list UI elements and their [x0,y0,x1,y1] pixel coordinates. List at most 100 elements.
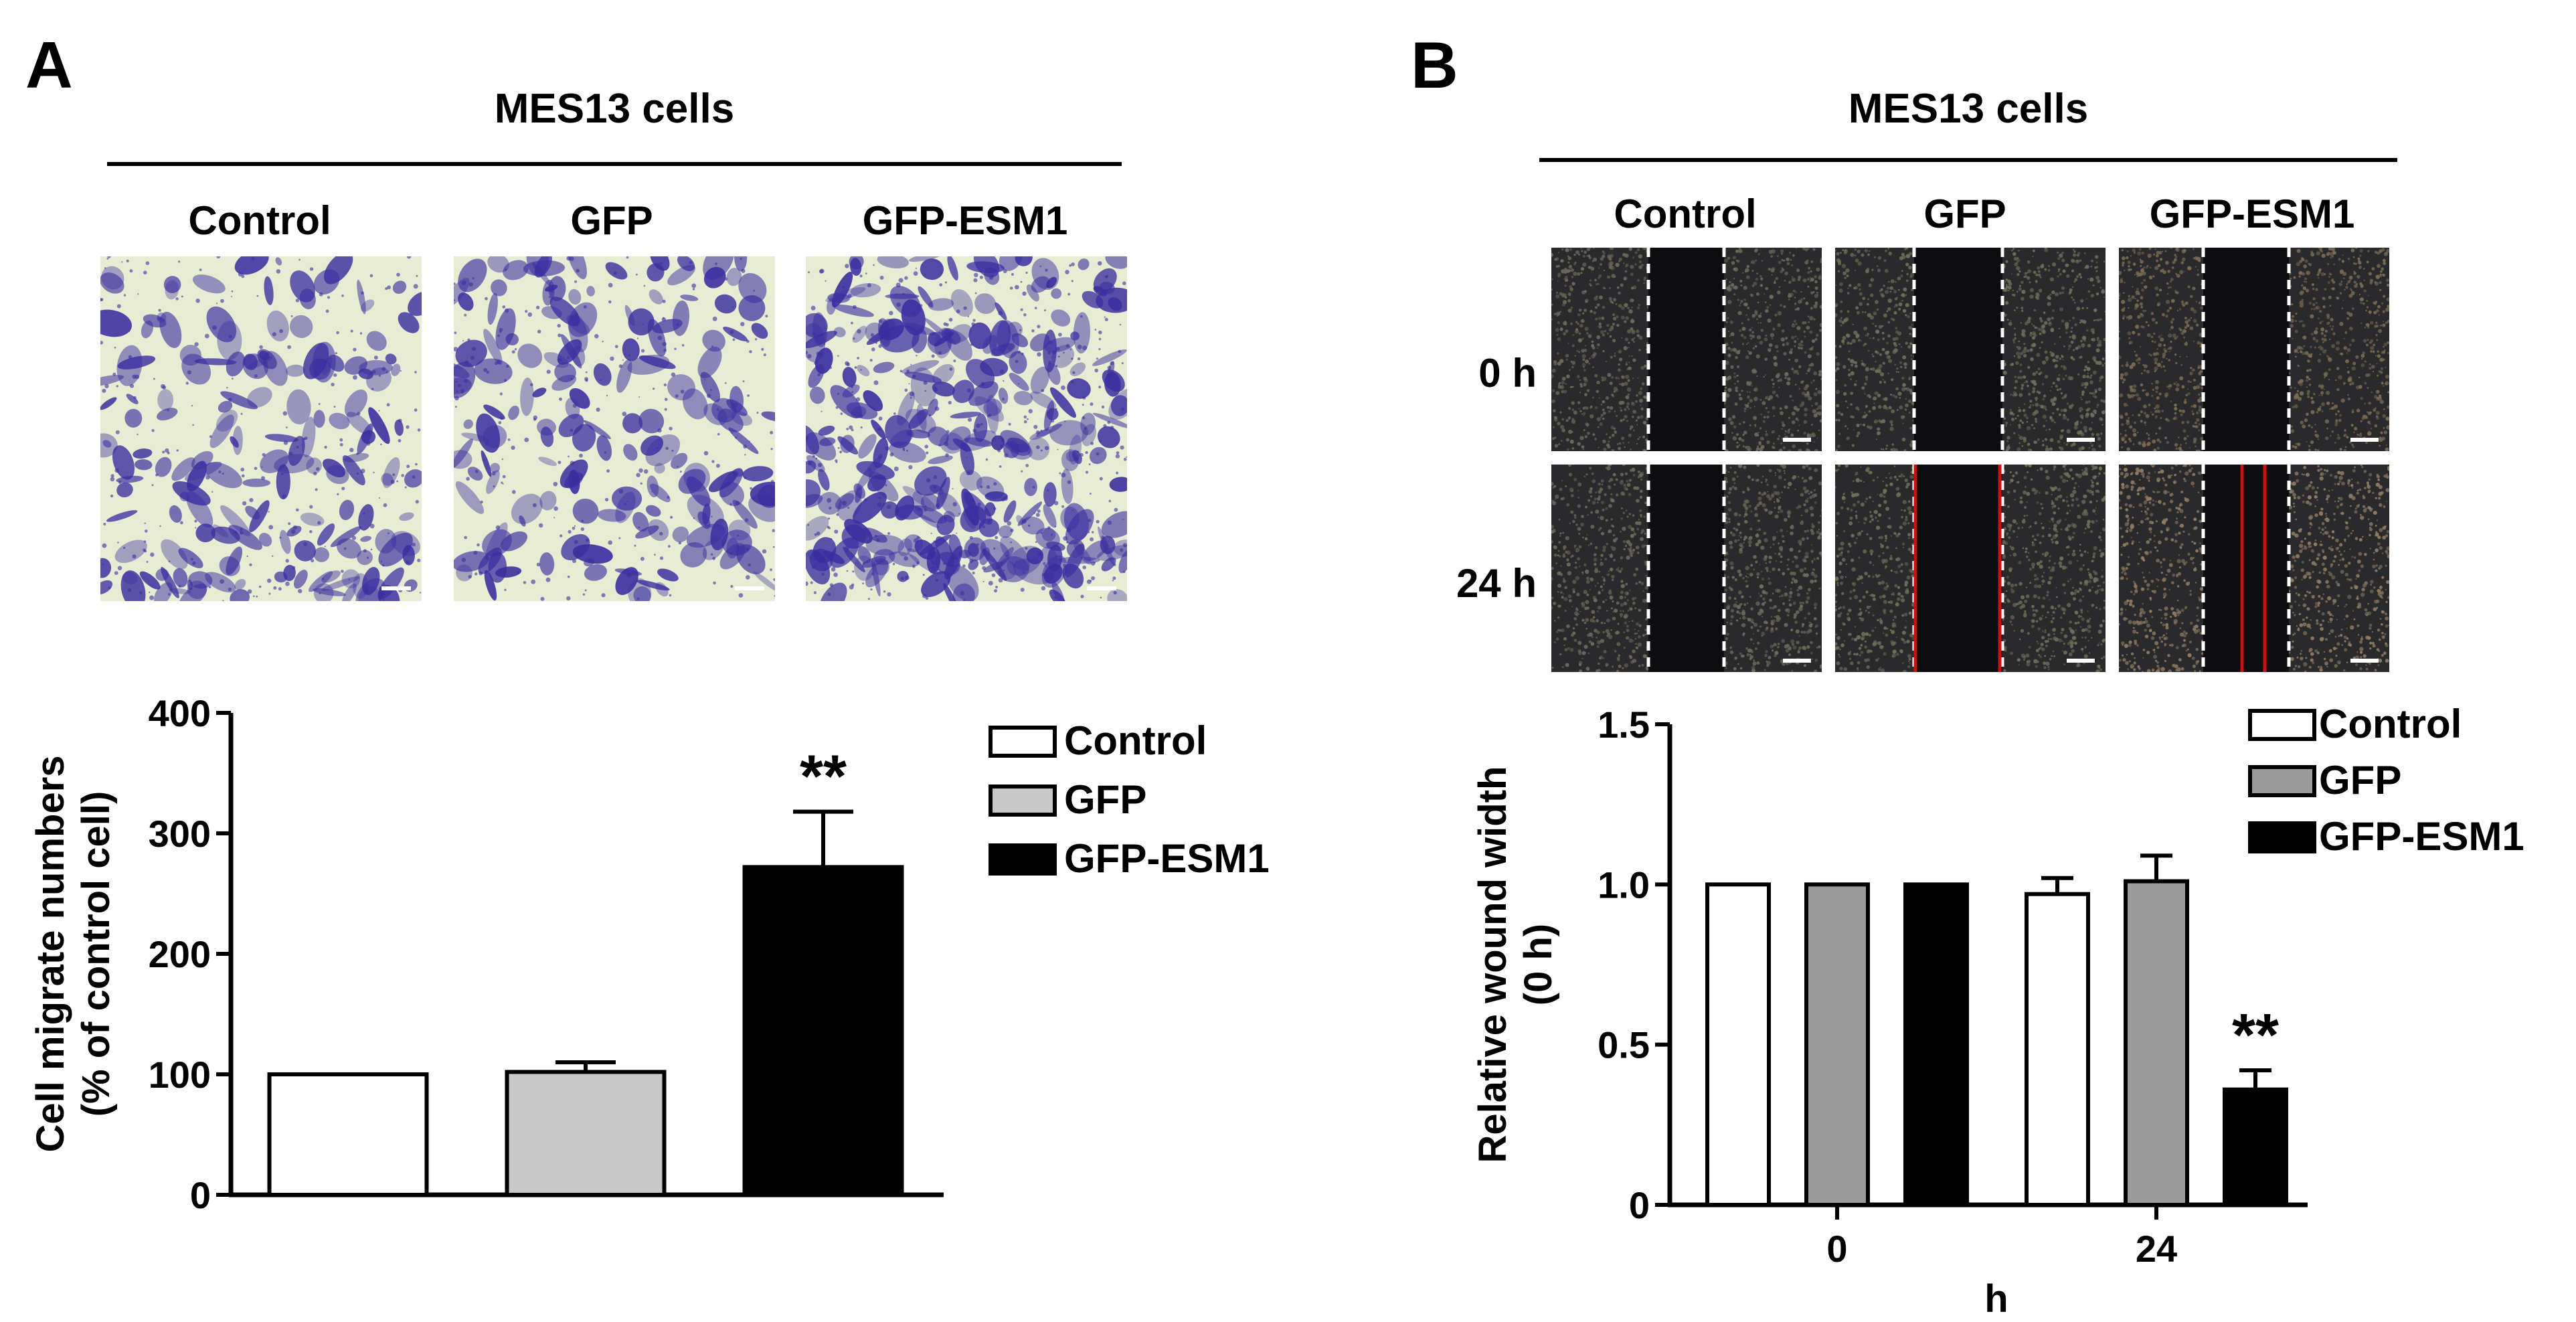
stained-cell-cluster [1035,424,1062,438]
cell-dot [2125,363,2129,367]
cell-dot [2356,408,2360,413]
cell-dot [2152,413,2154,416]
cell-dot [1601,501,1604,505]
cell-dot [1626,479,1628,483]
cell-dot [2299,260,2302,264]
cell-dot [1781,421,1784,424]
stained-cell [836,513,839,516]
stained-cell [525,310,528,313]
cell-dot [2310,250,2314,254]
cell-dot [1558,252,1560,254]
cell-dot [2306,412,2309,416]
cell-dot [1737,522,1741,526]
stained-cell [933,540,936,544]
cell-dot [1851,444,1855,447]
cell-dot [1887,248,1890,250]
cell-dot [1557,422,1561,426]
cell-dot [2174,290,2177,293]
cell-dot [2303,335,2306,338]
cell-dot [1565,329,1569,333]
stained-cell [192,561,196,565]
cell-dot [1836,390,1840,394]
cell-dot [2084,429,2087,432]
stained-cell [531,579,536,584]
stained-cell [945,453,949,457]
cell-dot [2351,339,2355,343]
cell-dot [2039,332,2042,335]
cell-dot [2035,396,2039,400]
stained-cell [527,312,533,317]
stained-cell-cluster [844,519,873,544]
cell-dot [2021,280,2024,284]
cell-dot [2059,413,2061,416]
cell-dot [2335,413,2338,416]
cell-dot [2301,284,2304,287]
cell-dot [2136,299,2139,302]
stained-cell [205,475,210,480]
cell-dot [1613,390,1616,393]
cell-dot [1565,278,1569,282]
cell-dot [1637,278,1640,282]
cell-dot [1861,416,1865,419]
stained-cell-cluster [133,448,153,459]
stained-cell [208,586,211,588]
cell-dot [1638,635,1641,639]
cell-dot [2294,404,2298,408]
cell-dot [1634,400,1638,403]
cell-dot [2326,355,2329,358]
stained-cell [414,371,417,374]
cell-dot [1581,349,1585,353]
cell-dot [1808,363,1812,367]
cell-dot [2381,302,2384,305]
stained-cell [662,341,667,347]
stained-cell [517,571,520,574]
cell-dot [1754,345,1757,348]
stained-cell-cluster [1003,500,1017,523]
cell-dot [2199,397,2202,399]
cell-dot [1561,428,1565,432]
cell-dot [2326,262,2330,266]
stained-cell [1086,579,1092,584]
cell-dot [2006,446,2010,450]
cell-dot [2170,400,2172,402]
cell-dot [2306,440,2308,442]
cell-dot [2305,288,2310,293]
cell-dot [1586,255,1588,257]
cell-dot [1772,328,1776,331]
cell-dot [1804,351,1807,354]
cell-dot [1897,409,1899,411]
stained-cell [713,581,716,585]
cell-dot [2340,280,2343,282]
cell-dot [1881,419,1886,424]
stained-cell-cluster [234,578,246,590]
stained-cell [1090,493,1092,495]
stained-cell [191,405,193,407]
stained-cell-cluster [346,412,372,435]
stained-cell [770,448,773,450]
cell-dot [1876,351,1880,355]
stained-cell [940,572,942,574]
cell-dot [1606,443,1610,447]
stained-cell [1061,505,1065,508]
cell-dot [1628,408,1630,410]
stained-cell [127,588,132,592]
cell-dot [2155,321,2158,325]
cell-dot [1745,404,1749,408]
cell-dot [1777,437,1780,440]
stained-cell [406,425,410,429]
cell-dot [2050,352,2055,357]
cell-dot [1835,284,1837,286]
stained-cell-cluster [491,279,507,297]
cell-dot [2170,320,2173,323]
cell-dot [1554,436,1557,439]
cell-dot [2060,408,2064,412]
cell-dot [2119,337,2121,341]
cell-dot [2018,434,2020,436]
cell-dot [1642,634,1645,637]
cell-dot [1634,251,1638,254]
stained-cell [539,523,543,528]
cell-dot [2154,248,2156,250]
stained-cell [1010,541,1013,544]
cell-dot [1746,264,1749,268]
cell-dot [2010,320,2012,322]
